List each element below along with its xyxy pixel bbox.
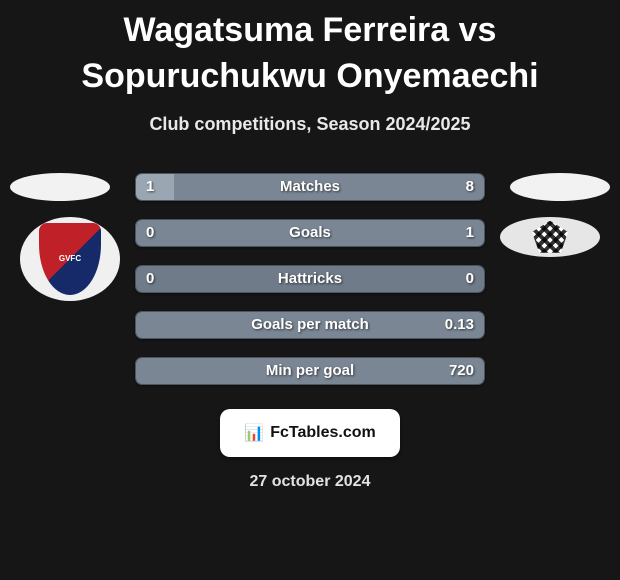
stat-row: Min per goal720 [135, 357, 485, 385]
left-club-badge: GVFC [20, 217, 120, 301]
stat-label: Goals per match [136, 316, 484, 333]
right-ellipse-decor [510, 173, 610, 201]
left-club-abbrev: GVFC [59, 254, 81, 263]
stat-value-right: 0.13 [445, 316, 474, 333]
left-ellipse-decor [10, 173, 110, 201]
brand-badge[interactable]: 📊 FcTables.com [220, 409, 400, 457]
chart-icon: 📊 [244, 423, 264, 443]
stat-row: Hattricks0 0 [135, 265, 485, 293]
date-label: 27 october 2024 [0, 473, 620, 491]
stat-value-left: 1 [146, 178, 154, 195]
right-club-check-icon [532, 221, 568, 253]
comparison-panel: GVFC Matches18Goals01Hattricks00Goals pe… [0, 173, 620, 385]
left-club-shield-icon: GVFC [39, 223, 101, 295]
stat-label: Goals [136, 224, 484, 241]
stat-label: Hattricks [136, 270, 484, 287]
page-title: Wagatsuma Ferreira vs Sopuruchukwu Onyem… [0, 0, 620, 100]
brand-text: FcTables.com [270, 424, 376, 442]
stat-value-left: 0 [146, 224, 154, 241]
stat-value-left: 0 [146, 270, 154, 287]
stat-value-right: 8 [466, 178, 474, 195]
stat-value-right: 0 [466, 270, 474, 287]
stat-row: Goals per match0.13 [135, 311, 485, 339]
stat-label: Min per goal [136, 362, 484, 379]
stat-value-right: 1 [466, 224, 474, 241]
stat-row: Goals0 1 [135, 219, 485, 247]
stat-row: Matches1 8 [135, 173, 485, 201]
stat-value-right: 720 [449, 362, 474, 379]
page-subtitle: Club competitions, Season 2024/2025 [0, 114, 620, 135]
right-club-badge [500, 217, 600, 257]
stats-bars: Matches18Goals01Hattricks00Goals per mat… [135, 173, 485, 385]
stat-label: Matches [136, 178, 484, 195]
